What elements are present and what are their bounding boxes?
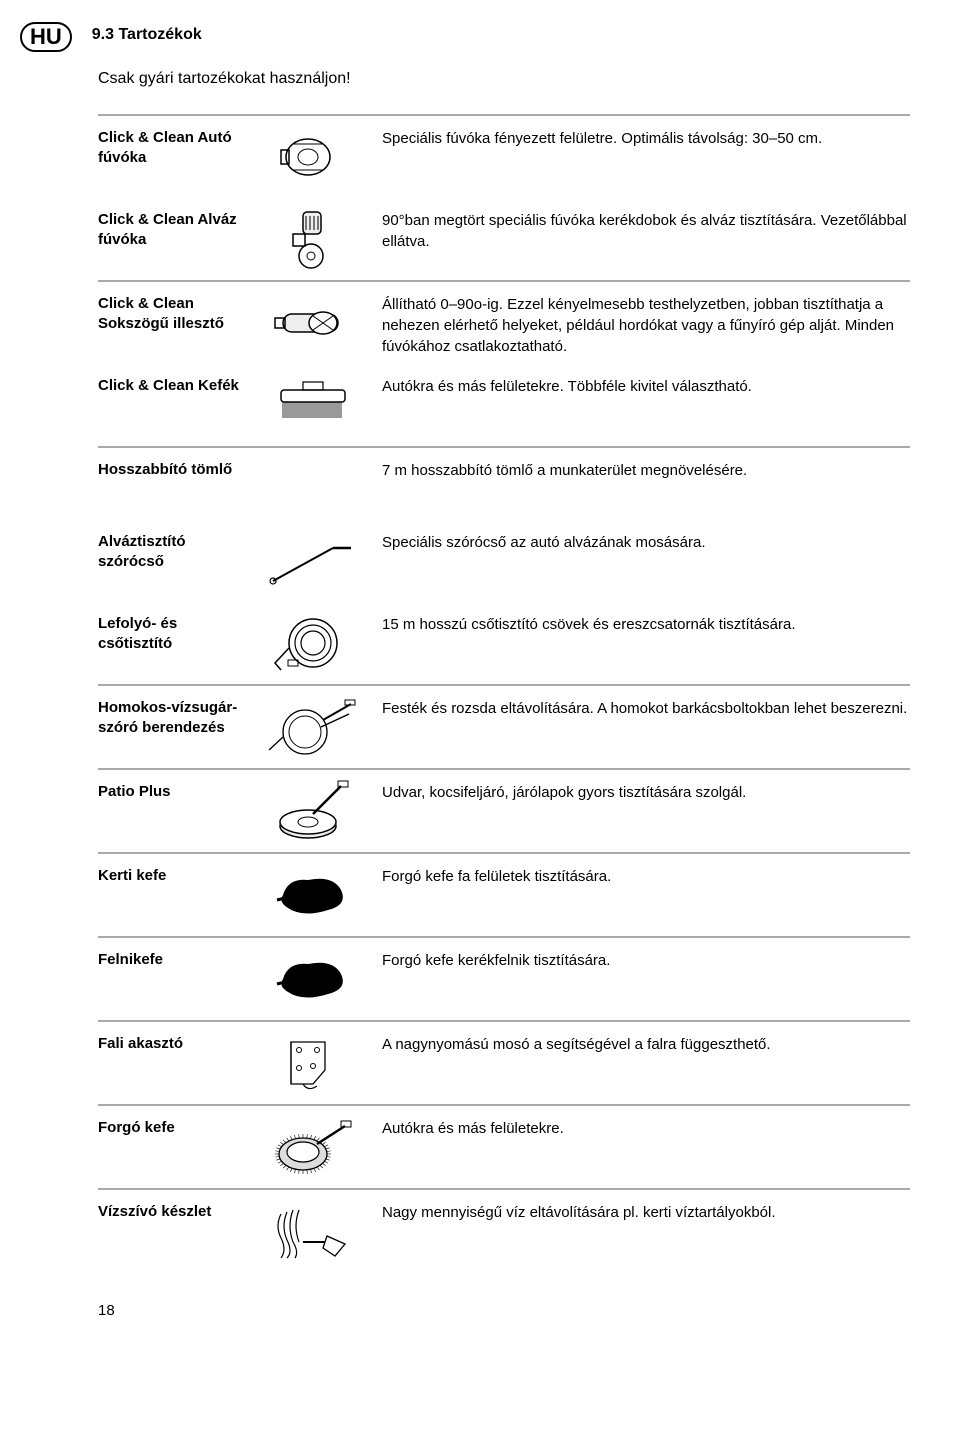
accessory-group: Fali akasztó A nagynyomású mosó a segíts… bbox=[98, 1020, 910, 1104]
accessory-group: Click & Clean Sokszögű illesztő Állíthat… bbox=[98, 280, 910, 446]
accessory-illustration bbox=[248, 944, 378, 1014]
accessory-illustration bbox=[248, 122, 378, 192]
accessory-illustration bbox=[248, 288, 378, 358]
blob-brush-icon bbox=[263, 944, 363, 1014]
accessory-row: Alváztisztító szórócső Speciális szórócs… bbox=[98, 520, 910, 602]
accessory-illustration bbox=[248, 370, 378, 440]
accessory-group: Vízszívó készlet Nagy mennyiségű víz elt… bbox=[98, 1188, 910, 1272]
accessory-name: Felnikefe bbox=[98, 944, 248, 970]
accessory-description: 15 m hosszú csőtisztító csövek és ereszc… bbox=[378, 608, 910, 635]
accessory-row: Forgó kefe Autókra és más felületekre. bbox=[98, 1106, 910, 1188]
patio-icon bbox=[263, 776, 363, 846]
accessory-row: Hosszabbító tömlő 7 m hosszabbító tömlő a… bbox=[98, 448, 910, 520]
accessory-illustration bbox=[248, 1196, 378, 1266]
accessory-row: Homokos-vízsugár-szóró berendezés Festék… bbox=[98, 686, 910, 768]
accessory-name: Patio Plus bbox=[98, 776, 248, 802]
accessory-name: Click & Clean Autó fúvóka bbox=[98, 122, 248, 167]
accessory-description: Nagy mennyiségű víz eltávolítására pl. k… bbox=[378, 1196, 910, 1223]
accessory-row: Click & Clean Autó fúvóka Speciális fúvó… bbox=[98, 116, 910, 198]
accessory-name: Homokos-vízsugár-szóró berendezés bbox=[98, 692, 248, 737]
brush-flat-icon bbox=[263, 370, 363, 440]
rotary-brush-icon bbox=[263, 1112, 363, 1182]
accessory-row: Patio Plus Udvar, kocsifeljáró, járólapo… bbox=[98, 770, 910, 852]
chassis-nozzle-icon bbox=[263, 204, 363, 274]
accessory-description: 7 m hosszabbító tömlő a munkaterület meg… bbox=[378, 454, 910, 481]
accessory-row: Click & Clean Sokszögű illesztő Állíthat… bbox=[98, 282, 910, 364]
accessory-name: Forgó kefe bbox=[98, 1112, 248, 1138]
accessory-illustration bbox=[248, 860, 378, 930]
intro-text: Csak gyári tartozékokat használjon! bbox=[98, 70, 910, 88]
accessory-description: Állítható 0–90o-ig. Ezzel kényelmesebb t… bbox=[378, 288, 910, 357]
accessory-illustration bbox=[248, 776, 378, 846]
accessory-illustration bbox=[248, 1028, 378, 1098]
accessory-group: Kerti kefe Forgó kefe fa felületek tiszt… bbox=[98, 852, 910, 936]
accessory-illustration bbox=[248, 454, 378, 514]
accessory-row: Vízszívó készlet Nagy mennyiségű víz elt… bbox=[98, 1190, 910, 1272]
accessory-description: 90°ban megtört speciális fúvóka kerékdob… bbox=[378, 204, 910, 252]
lance-icon bbox=[263, 526, 363, 596]
accessory-group: Felnikefe Forgó kefe kerékfelnik tisztít… bbox=[98, 936, 910, 1020]
accessory-description: A nagynyomású mosó a segítségével a falr… bbox=[378, 1028, 910, 1055]
accessory-illustration bbox=[248, 526, 378, 596]
accessory-name: Kerti kefe bbox=[98, 860, 248, 886]
accessory-name: Hosszabbító tömlő bbox=[98, 454, 248, 480]
accessory-description: Forgó kefe fa felületek tisztítására. bbox=[378, 860, 910, 887]
accessory-name: Click & Clean Sokszögű illesztő bbox=[98, 288, 248, 333]
accessory-description: Udvar, kocsifeljáró, járólapok gyors tis… bbox=[378, 776, 910, 803]
blob-brush-icon bbox=[263, 860, 363, 930]
page-number: 18 bbox=[98, 1302, 910, 1319]
accessory-description: Festék és rozsda eltávolítására. A homok… bbox=[378, 692, 910, 719]
accessory-row: Fali akasztó A nagynyomású mosó a segíts… bbox=[98, 1022, 910, 1104]
accessory-description: Forgó kefe kerékfelnik tisztítására. bbox=[378, 944, 910, 971]
accessory-name: Click & Clean Alváz fúvóka bbox=[98, 204, 248, 249]
accessory-description: Autókra és más felületekre. bbox=[378, 1112, 910, 1139]
accessory-row: Felnikefe Forgó kefe kerékfelnik tisztít… bbox=[98, 938, 910, 1020]
accessory-illustration bbox=[248, 692, 378, 762]
accessory-group: Patio Plus Udvar, kocsifeljáró, járólapo… bbox=[98, 768, 910, 852]
accessory-group: Forgó kefe Autókra és más felületekre. bbox=[98, 1104, 910, 1188]
accessory-illustration bbox=[248, 608, 378, 678]
auto-nozzle-icon bbox=[263, 122, 363, 192]
accessory-description: Autókra és más felületekre. Többféle kiv… bbox=[378, 370, 910, 397]
accessory-name: Click & Clean Kefék bbox=[98, 370, 248, 396]
country-badge: HU bbox=[20, 22, 72, 52]
suction-kit-icon bbox=[263, 1196, 363, 1266]
accessory-description: Speciális fúvóka fényezett felületre. Op… bbox=[378, 122, 910, 149]
accessory-row: Click & Clean Alváz fúvóka 90°ban megtör… bbox=[98, 198, 910, 280]
accessory-illustration bbox=[248, 1112, 378, 1182]
hose-coil-icon bbox=[263, 608, 363, 678]
accessory-group: Click & Clean Autó fúvóka Speciális fúvó… bbox=[98, 114, 910, 280]
accessory-group: Homokos-vízsugár-szóró berendezés Festék… bbox=[98, 684, 910, 768]
sandblast-icon bbox=[263, 692, 363, 762]
placeholder-icon bbox=[263, 461, 363, 507]
multi-angle-icon bbox=[263, 288, 363, 358]
wall-bracket-icon bbox=[263, 1028, 363, 1098]
accessory-list: Click & Clean Autó fúvóka Speciális fúvó… bbox=[98, 114, 910, 1272]
accessory-row: Kerti kefe Forgó kefe fa felületek tiszt… bbox=[98, 854, 910, 936]
accessory-row: Click & Clean Kefék Autókra és más felül… bbox=[98, 364, 910, 446]
accessory-name: Lefolyó- és csőtisztító bbox=[98, 608, 248, 653]
accessory-description: Speciális szórócső az autó alvázának mos… bbox=[378, 526, 910, 553]
section-heading: 9.3 Tartozékok bbox=[82, 20, 202, 44]
accessory-name: Vízszívó készlet bbox=[98, 1196, 248, 1222]
accessory-name: Alváztisztító szórócső bbox=[98, 526, 248, 571]
accessory-row: Lefolyó- és csőtisztító 15 m hosszú csőt… bbox=[98, 602, 910, 684]
accessory-group: Hosszabbító tömlő 7 m hosszabbító tömlő a… bbox=[98, 446, 910, 684]
accessory-name: Fali akasztó bbox=[98, 1028, 248, 1054]
accessory-illustration bbox=[248, 204, 378, 274]
